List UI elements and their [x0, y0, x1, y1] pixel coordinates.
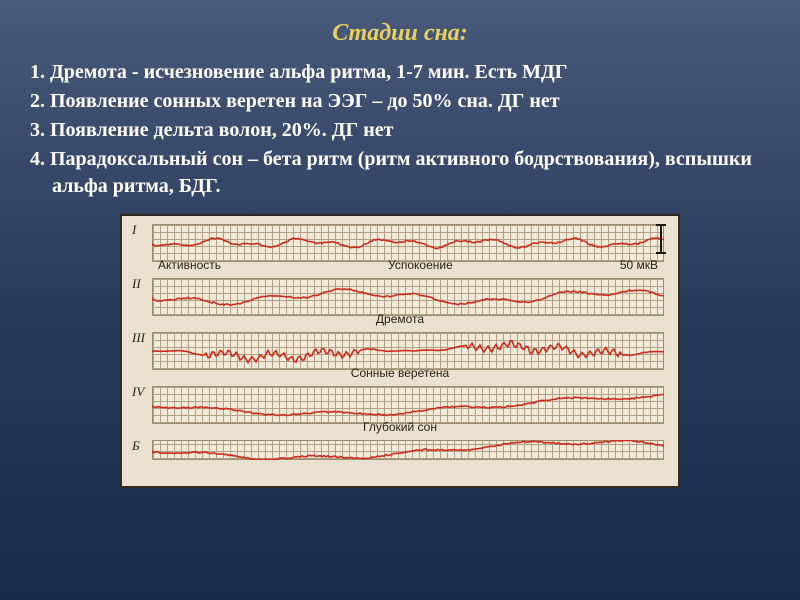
list-item: 2. Появление сонных веретен на ЭЭГ – до …	[30, 88, 770, 115]
eeg-row: III Сонные веретена	[128, 328, 672, 382]
list-item: 3. Появление дельта волон, 20%. ДГ нет	[30, 117, 770, 144]
eeg-row: II Дремота	[128, 274, 672, 328]
eeg-row: IV Глубокий сон	[128, 382, 672, 436]
list-item: 4. Парадоксальный сон – бета ритм (ритм …	[30, 146, 770, 200]
eeg-wave	[152, 386, 664, 424]
eeg-row-label: Б	[132, 438, 140, 454]
scale-bar-icon	[660, 224, 662, 254]
eeg-wave	[152, 440, 664, 460]
eeg-row: Б	[128, 436, 672, 484]
eeg-caption: АктивностьУспокоение50 мкВ	[152, 258, 664, 272]
eeg-wave	[152, 224, 664, 262]
slide-title: Стадии сна:	[30, 20, 770, 47]
eeg-row-label: II	[132, 276, 141, 292]
eeg-row-label: IV	[132, 384, 144, 400]
eeg-wave	[152, 332, 664, 370]
eeg-row: I АктивностьУспокоение50 мкВ	[128, 220, 672, 274]
list-item: 1. Дремота - исчезновение альфа ритма, 1…	[30, 59, 770, 86]
stages-list: 1. Дремота - исчезновение альфа ритма, 1…	[30, 59, 770, 200]
eeg-caption: Глубокий сон	[128, 420, 672, 434]
eeg-row-label: III	[132, 330, 145, 346]
eeg-caption: Сонные веретена	[128, 366, 672, 380]
eeg-figure: I АктивностьУспокоение50 мкВ II Дремота III С…	[120, 214, 680, 488]
eeg-caption: Дремота	[128, 312, 672, 326]
eeg-row-label: I	[132, 222, 136, 238]
eeg-wave	[152, 278, 664, 316]
